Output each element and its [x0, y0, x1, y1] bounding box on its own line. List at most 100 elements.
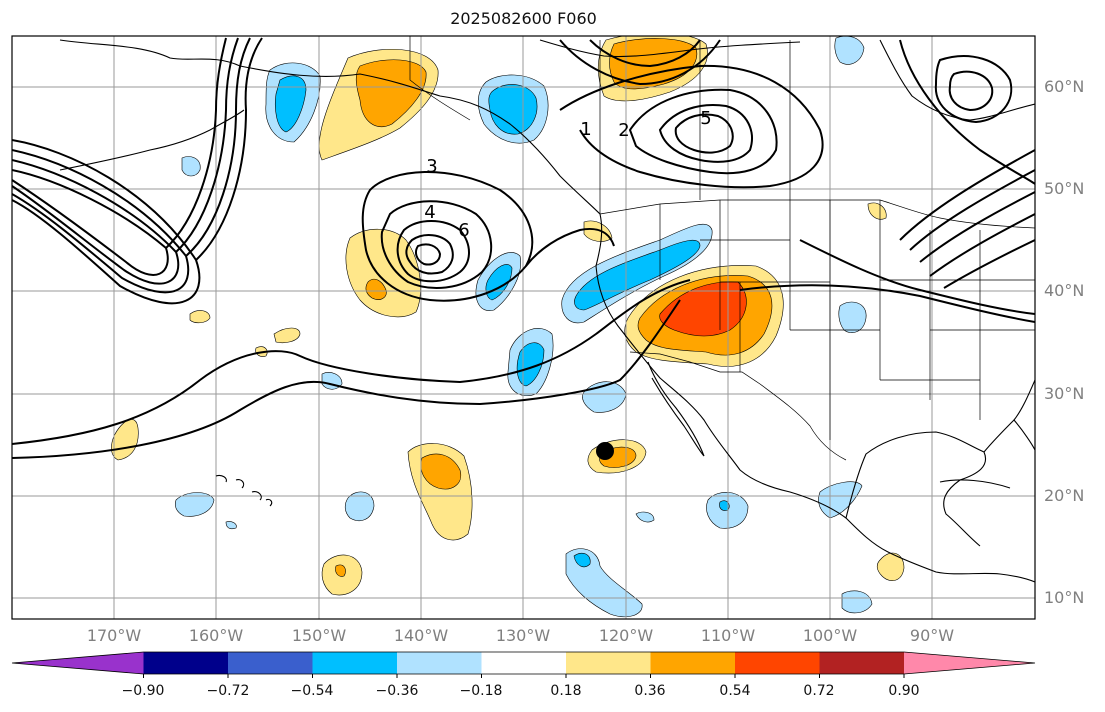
lat-label-10n: 10°N	[1044, 588, 1085, 607]
negative-anomaly-central-pacific-core	[516, 342, 545, 387]
colorbar-segment	[12, 652, 144, 674]
colorbar-tick-label: −0.90	[121, 683, 165, 699]
lon-label-170w: 170°W	[86, 626, 142, 645]
east-low-1	[899, 39, 1035, 185]
east-low-3	[948, 70, 994, 112]
canada-arctic-coast	[539, 39, 801, 58]
map-frame	[11, 35, 1036, 620]
negative-anomaly-tropical-east-core	[573, 552, 591, 568]
trough-west-1	[195, 37, 263, 261]
positive-anomaly-small-4	[867, 202, 887, 220]
negative-anomaly-small-1	[344, 491, 375, 521]
subtropical-1	[12, 279, 691, 445]
contour-label-1: 1	[580, 119, 591, 140]
positive-anomaly-small-3	[583, 220, 613, 242]
negative-anomaly-bc-coast-core	[488, 84, 538, 135]
us-mexico-border	[629, 351, 847, 461]
positive-anomaly-offshore-low	[345, 228, 421, 318]
storm-center-marker	[596, 442, 614, 460]
contour-label-2: 2	[618, 120, 629, 141]
positive-anomaly-gulf-of-alaska-core	[355, 59, 427, 128]
colorbar-tick-label: 0.54	[719, 683, 751, 699]
colorbar-segment	[735, 652, 821, 674]
high-canada-3	[658, 104, 753, 163]
positive-anomaly-east-pacific-south-core	[335, 564, 346, 577]
colorbar-segment	[819, 652, 905, 674]
lon-label-130w: 130°W	[495, 626, 551, 645]
contour-label-6: 6	[458, 220, 469, 241]
negative-anomaly-alaska-gulf-west-core	[275, 75, 307, 133]
lon-label-150w: 150°W	[291, 626, 347, 645]
contour-label-3: 3	[426, 156, 437, 177]
lat-label-30n: 30°N	[1044, 384, 1085, 403]
negative-anomaly-gulf-of-mexico	[818, 481, 863, 519]
east-low-2	[934, 55, 1013, 124]
hawaii-islands	[215, 474, 273, 507]
colorbar-segment	[397, 652, 483, 674]
offshore-low-4	[405, 234, 454, 275]
lon-label-110w: 110°W	[700, 626, 756, 645]
coastal-trough	[525, 228, 615, 267]
positive-anomaly-southwest-us-core	[659, 281, 747, 337]
low-north-pacific-2	[12, 149, 190, 294]
alaska-canada-border	[409, 36, 471, 121]
colorbar-segment	[481, 652, 567, 674]
positive-anomaly-subtropics-140w-core	[420, 453, 462, 490]
southeast-contour-2	[799, 239, 1035, 315]
offshore-low-2	[380, 200, 493, 289]
north-canada-2	[589, 39, 701, 68]
lat-label-40n: 40°N	[1044, 281, 1085, 300]
high-canada-2	[628, 88, 778, 175]
negative-anomaly-small-7	[225, 521, 237, 530]
lon-label-140w: 140°W	[393, 626, 449, 645]
positive-anomaly-small-2	[189, 310, 211, 324]
lat-label-50n: 50°N	[1044, 179, 1085, 198]
offshore-low-5	[415, 243, 442, 266]
colorbar-segment	[904, 652, 1035, 674]
colorbar-tick-label: −0.18	[459, 683, 503, 699]
east-trough-4	[929, 213, 1035, 277]
negative-anomaly-small-4	[841, 590, 873, 614]
high-canada-outer	[559, 64, 824, 189]
baja-california	[647, 361, 705, 457]
low-north-pacific-3	[12, 159, 180, 285]
negative-anomaly-small-5	[635, 511, 655, 523]
colorbar-tick-label: 0.90	[888, 683, 920, 699]
colorbar	[11, 651, 1036, 678]
trough-west-2	[185, 37, 251, 257]
east-coast	[1013, 379, 1035, 421]
florida-coast	[983, 419, 1035, 453]
shaded-anomalies	[111, 36, 905, 617]
east-trough-2	[909, 169, 1035, 251]
subtropical-2	[12, 299, 681, 459]
colorbar-tick-label: 0.36	[634, 683, 666, 699]
lon-label-120w: 120°W	[598, 626, 654, 645]
north-canada-1	[559, 39, 721, 86]
colorbar-segment	[228, 652, 314, 674]
contour-lines	[12, 37, 1035, 459]
lon-label-100w: 100°W	[802, 626, 858, 645]
lat-label-20n: 20°N	[1044, 486, 1085, 505]
trough-west-4	[165, 37, 227, 249]
high-canada-4	[674, 113, 734, 154]
alaska-coast	[59, 39, 1035, 583]
gulf-of-mexico-coast	[845, 431, 986, 547]
negative-anomaly-small-3	[834, 36, 865, 65]
lon-label-90w: 90°W	[909, 626, 955, 645]
negative-anomaly-small-2	[181, 156, 201, 177]
colorbar-tick-label: −0.72	[206, 683, 250, 699]
cuba	[939, 479, 1011, 489]
colorbar-tick-label: 0.72	[803, 683, 835, 699]
contour-label-5: 5	[700, 108, 711, 129]
positive-anomaly-small-1	[273, 327, 301, 344]
graticule	[12, 36, 1035, 619]
colorbar-tick-label: 0.18	[550, 683, 582, 699]
east-trough-3	[919, 191, 1035, 263]
aleutian-chain	[59, 109, 245, 171]
colorbar-segment	[650, 652, 736, 674]
negative-anomaly-great-lakes	[838, 301, 867, 333]
offshore-low-3	[396, 220, 470, 283]
colorbar-tick-label: −0.54	[290, 683, 334, 699]
colorbar-segment	[566, 652, 652, 674]
